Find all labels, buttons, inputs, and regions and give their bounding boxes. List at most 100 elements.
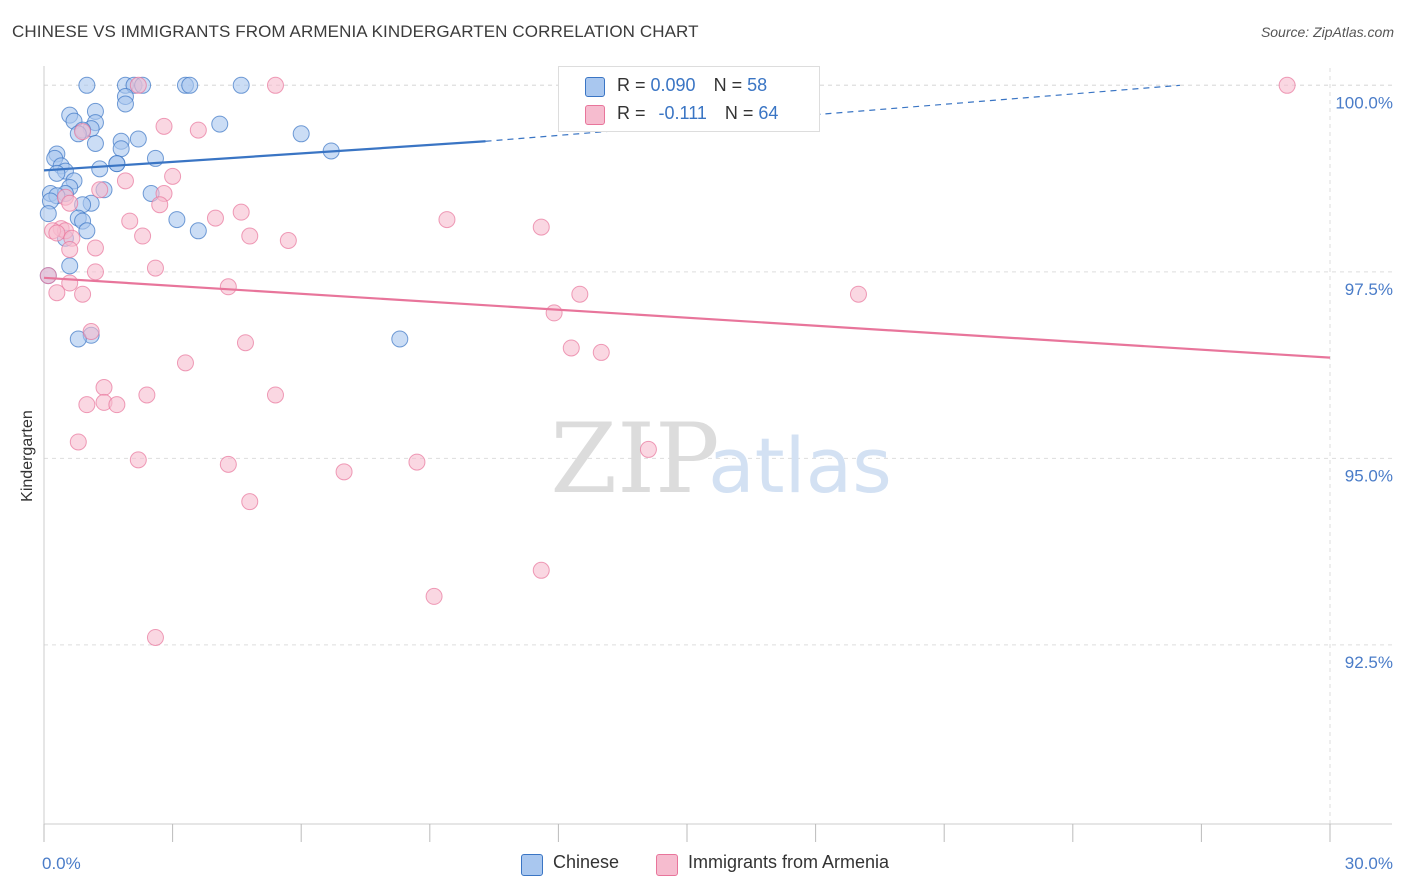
armenia-point xyxy=(48,224,66,242)
chinese-point xyxy=(48,164,66,182)
chinese-point xyxy=(112,140,130,158)
armenia-point xyxy=(206,209,224,227)
armenia-point xyxy=(532,218,550,236)
watermark-zip: ZIP xyxy=(550,403,719,515)
armenia-point xyxy=(48,284,66,302)
chinese-point xyxy=(232,76,250,94)
y-tick-label: 92.5% xyxy=(1345,653,1393,672)
armenia-point xyxy=(134,227,152,245)
chinese-point xyxy=(391,330,409,348)
armenia-point xyxy=(74,123,92,141)
armenia-point xyxy=(138,386,156,404)
armenia-point xyxy=(236,334,254,352)
chinese-trend-line xyxy=(43,140,486,172)
armenia-point xyxy=(91,181,109,199)
armenia-point xyxy=(95,379,113,396)
armenia-point xyxy=(1278,76,1296,94)
armenia-point xyxy=(108,396,126,414)
legend-text-armenia: R = -0.111 N = 64 xyxy=(617,103,779,123)
y-tick-label: 95.0% xyxy=(1345,466,1393,485)
armenia-point xyxy=(78,396,96,414)
legend-swatch-chinese xyxy=(585,77,605,97)
chinese-point xyxy=(168,211,186,229)
chinese-point xyxy=(189,222,207,240)
bottom-legend-chinese: Chinese xyxy=(521,852,641,876)
chinese-point xyxy=(69,330,87,348)
armenia-point xyxy=(86,239,104,257)
bottom-legend-swatch-chinese xyxy=(521,854,543,876)
bottom-legend-armenia: Immigrants from Armenia xyxy=(656,852,936,876)
armenia-point xyxy=(61,240,79,258)
trend-layer xyxy=(43,84,1331,359)
chart-title: CHINESE VS IMMIGRANTS FROM ARMENIA KINDE… xyxy=(12,22,699,41)
armenia-point xyxy=(129,76,147,94)
armenia-point xyxy=(532,561,550,579)
armenia-point xyxy=(545,304,563,322)
bottom-legend-swatch-armenia xyxy=(656,854,678,876)
chinese-point xyxy=(78,76,96,94)
armenia-point xyxy=(121,212,139,230)
y-tick-label: 97.5% xyxy=(1345,280,1393,299)
chinese-point xyxy=(39,205,57,223)
armenia-point xyxy=(61,194,79,212)
armenia-point xyxy=(39,267,57,285)
armenia-trend-line xyxy=(43,276,1331,359)
armenia-point xyxy=(176,354,194,372)
legend-row-chinese: R = 0.090 N = 58 xyxy=(559,73,817,101)
chinese-point xyxy=(211,115,229,133)
armenia-point xyxy=(86,263,104,281)
chinese-point xyxy=(292,125,310,143)
correlation-legend: R = 0.090 N = 58 R = -0.111 N = 64 xyxy=(558,66,820,132)
watermark: ZIP atlas xyxy=(550,403,891,515)
armenia-point xyxy=(74,285,92,303)
armenia-point xyxy=(438,211,456,229)
armenia-point xyxy=(164,167,182,185)
chinese-point xyxy=(129,130,147,148)
armenia-point xyxy=(266,76,284,94)
armenia-point xyxy=(849,285,867,303)
armenia-point xyxy=(241,227,259,245)
armenia-point xyxy=(129,451,147,469)
armenia-point xyxy=(116,172,134,190)
armenia-point xyxy=(69,433,87,451)
armenia-point xyxy=(425,587,443,605)
chinese-point xyxy=(108,155,126,173)
armenia-point xyxy=(335,463,353,481)
armenia-point xyxy=(241,493,259,511)
chinese-point xyxy=(116,95,134,113)
armenia-point xyxy=(639,440,657,458)
armenia-point xyxy=(189,121,207,139)
chinese-point xyxy=(61,257,79,275)
armenia-point xyxy=(151,196,169,214)
bottom-legend-label-armenia: Immigrants from Armenia xyxy=(688,852,890,872)
chinese-point xyxy=(78,222,96,240)
x-tick-label: 30.0% xyxy=(1345,854,1393,873)
legend-swatch-armenia xyxy=(585,105,605,125)
armenia-point xyxy=(219,455,237,473)
armenia-point xyxy=(146,628,164,646)
source-label: Source: ZipAtlas.com xyxy=(1260,24,1394,40)
y-axis-label: Kindergarten xyxy=(19,410,36,502)
chinese-point xyxy=(86,135,104,153)
armenia-point xyxy=(562,339,580,357)
armenia-point xyxy=(146,259,164,277)
y-tick-label: 100.0% xyxy=(1335,93,1393,112)
armenia-point xyxy=(266,386,284,404)
legend-text-chinese: R = 0.090 N = 58 xyxy=(617,75,768,95)
chinese-point xyxy=(181,76,199,94)
x-tick-label: 0.0% xyxy=(42,854,81,873)
armenia-point xyxy=(155,117,173,135)
armenia-point xyxy=(592,343,610,361)
armenia-point xyxy=(408,453,426,471)
armenia-point xyxy=(279,232,297,250)
armenia-point xyxy=(82,323,100,341)
armenia-point xyxy=(219,278,237,296)
chinese-point xyxy=(91,160,109,178)
points-layer xyxy=(39,76,1296,646)
legend-row-armenia: R = -0.111 N = 64 xyxy=(559,101,817,129)
tick-label-layer: 92.5% 95.0% 97.5% 100.0% 0.0% 30.0% xyxy=(42,93,1393,873)
bottom-legend-label-chinese: Chinese xyxy=(553,852,620,872)
armenia-point xyxy=(232,203,250,221)
watermark-atlas: atlas xyxy=(708,421,892,510)
